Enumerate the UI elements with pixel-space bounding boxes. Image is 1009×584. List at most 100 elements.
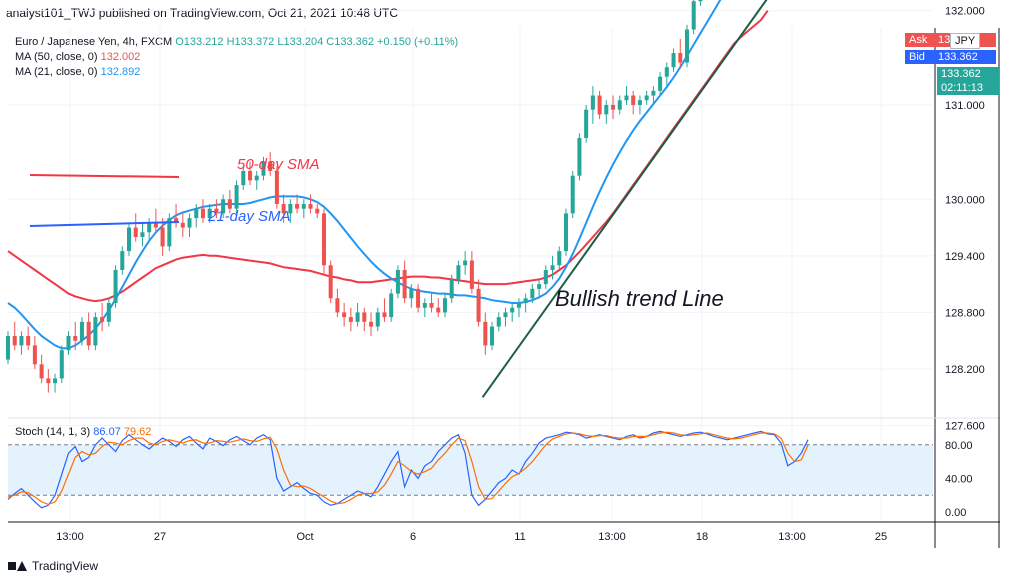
ma21-value: 132.892 (100, 66, 141, 78)
candle-body (456, 265, 461, 280)
candle-body (651, 90, 656, 96)
candle-body (463, 260, 468, 266)
candle-body (409, 288, 414, 299)
candle-body (389, 293, 394, 318)
candle-body (46, 378, 51, 384)
sma50-legend-line (29, 174, 180, 178)
bar-countdown: 02:11:13 (941, 82, 984, 94)
candle-body (550, 265, 555, 270)
candle-body (19, 335, 24, 346)
candle-body (5, 335, 11, 360)
candle-body (153, 222, 158, 228)
candlesticks (5, 0, 703, 393)
chart-legend: Euro / Japanese Yen, 4h, FXCM O133.212 H… (15, 35, 458, 80)
tradingview-logo-icon (8, 560, 28, 572)
candle-body (678, 53, 683, 63)
stoch-d-value: 79.62 (123, 426, 152, 438)
candle-body (120, 251, 125, 270)
trendline-layer (481, 0, 768, 398)
candle-body (631, 95, 636, 105)
symbol-row[interactable]: Euro / Japanese Yen, 4h, FXCM O133.212 H… (15, 35, 458, 50)
candle-body (200, 208, 205, 219)
candle-body (241, 170, 246, 186)
candle-body (254, 175, 259, 181)
sma50-annotation: 50-day SMA (237, 156, 320, 173)
stochastic-pane (7, 430, 933, 509)
candle-body (503, 312, 508, 318)
candle-body (597, 95, 602, 115)
time-tick-label: 27 (154, 531, 166, 543)
candle-body (106, 302, 111, 322)
ma50-row[interactable]: MA (50, close, 0) 132.002 (15, 50, 458, 65)
candle-body (335, 298, 340, 313)
candle-body (227, 199, 232, 209)
ma21-row[interactable]: MA (21, close, 0) 132.892 (15, 65, 458, 80)
candle-body (355, 312, 360, 322)
candle-body (26, 335, 31, 346)
candle-body (510, 307, 515, 313)
candle-body (140, 232, 145, 237)
candle-body (429, 302, 434, 308)
candle-body (483, 321, 488, 346)
candle-body (348, 317, 353, 322)
candle-body (382, 312, 387, 318)
sma21-legend-line (29, 221, 180, 227)
candle-body (698, 0, 703, 2)
candle-body (362, 312, 367, 322)
candle-body (133, 227, 138, 237)
candle-body (93, 317, 98, 346)
price-tick-label: 130.000 (945, 194, 985, 206)
candle-body (658, 76, 663, 91)
candle-body (584, 109, 589, 138)
candle-body (416, 288, 421, 308)
candle-body (637, 100, 642, 105)
candle-body (691, 1, 696, 30)
candle-body (624, 95, 629, 101)
candle-body (449, 279, 454, 299)
last-price-badge: 133.362 02:11:13 (937, 67, 999, 95)
candle-body (53, 378, 58, 384)
candle-body (476, 288, 481, 322)
candle-body (167, 218, 172, 247)
time-tick-label: 13:00 (778, 531, 806, 543)
candle-body (315, 208, 320, 214)
candle-body (100, 317, 105, 322)
candle-body (301, 203, 306, 209)
candle-body (32, 345, 37, 365)
grid-lines (8, 10, 933, 522)
candle-body (187, 218, 192, 228)
candle-body (180, 222, 185, 228)
candle-body (261, 161, 266, 176)
candle-body (369, 321, 374, 327)
time-tick-label: 6 (410, 531, 416, 543)
price-tick-label: 132.000 (945, 6, 985, 18)
currency-badge[interactable]: JPY (950, 33, 981, 49)
footer-brand[interactable]: TradingView (8, 559, 98, 573)
publish-line: analyst101_TWJ published on TradingView.… (6, 6, 398, 20)
price-tick-label: 127.600 (945, 421, 985, 433)
time-tick-label: 13:00 (56, 531, 84, 543)
candle-body (12, 335, 17, 346)
bid-badge: Bid (905, 50, 935, 64)
candle-body (617, 100, 622, 110)
candle-body (496, 317, 501, 327)
time-tick-label: 25 (875, 531, 887, 543)
candle-body (590, 95, 595, 110)
candle-body (59, 350, 64, 379)
candle-body (469, 260, 474, 289)
candle-body (295, 203, 300, 209)
sma21-annotation: 21-day SMA (207, 208, 291, 225)
candle-body (321, 213, 326, 266)
candle-body (194, 208, 199, 219)
candle-body (516, 302, 521, 308)
bullish-trendline (481, 0, 768, 398)
candle-body (207, 208, 212, 219)
price-tick-label: 128.200 (945, 364, 985, 376)
price-tick-label: 129.400 (945, 251, 985, 263)
candle-body (543, 269, 548, 285)
candle-body (328, 265, 333, 299)
ohlc-values: O133.212 H133.372 L133.204 C133.362 +0.1… (175, 36, 459, 48)
ma21-line (7, 0, 722, 350)
stoch-legend[interactable]: Stoch (14, 1, 3) 86.07 79.62 (15, 426, 151, 438)
